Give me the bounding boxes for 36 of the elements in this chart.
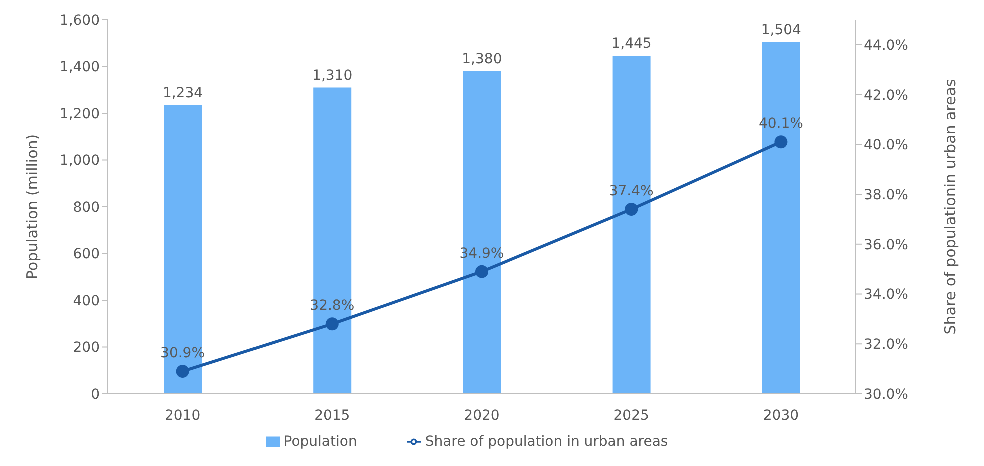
- y2-axis-title: Share of populationin urban areas: [941, 79, 960, 335]
- y-tick-label: 1,600: [60, 12, 100, 29]
- y-axis-title: Population (million): [23, 134, 42, 280]
- point: [326, 318, 339, 331]
- point: [176, 365, 190, 378]
- x-tick-label: 2025: [614, 408, 650, 424]
- data-label: 1,504: [761, 22, 802, 38]
- y2-tick-label: 30.0%: [864, 386, 908, 403]
- x-tick-label: 2015: [314, 408, 350, 424]
- point: [476, 265, 488, 278]
- y-tick-label: 400: [73, 293, 100, 310]
- y-tick-label: 600: [73, 246, 100, 263]
- y-tick-label: 1,200: [60, 106, 100, 122]
- data-label: 1,310: [312, 68, 353, 84]
- y2-tick-label: 38.0%: [864, 188, 908, 204]
- y2-tick-label: 44.0%: [864, 38, 908, 54]
- x-tick-label: 2020: [464, 408, 500, 424]
- data-label: 1,380: [462, 51, 502, 68]
- legend-label: Share of population in urban areas: [425, 434, 668, 450]
- point: [774, 136, 788, 149]
- x-tick-label: 2010: [164, 408, 201, 424]
- y-tick-label: 800: [73, 200, 100, 216]
- y-tick-label: 1,400: [60, 60, 100, 76]
- data-label: 1,445: [612, 36, 652, 52]
- data-label: 1,234: [162, 86, 204, 102]
- point: [625, 202, 638, 216]
- y-tick-label: 1,000: [60, 153, 100, 170]
- y2-tick-label: 36.0%: [864, 237, 908, 254]
- y-tick-label: 0: [91, 386, 100, 403]
- y2-tick-label: 34.0%: [864, 287, 908, 304]
- y-tick-label: 200: [73, 340, 100, 356]
- y2-tick-label: 42.0%: [864, 88, 908, 104]
- legend-label: Population: [284, 434, 358, 450]
- x-tick-label: 2030: [763, 408, 800, 424]
- y2-tick-label: 40.0%: [864, 138, 908, 154]
- y2-tick-label: 32.0%: [864, 337, 908, 354]
